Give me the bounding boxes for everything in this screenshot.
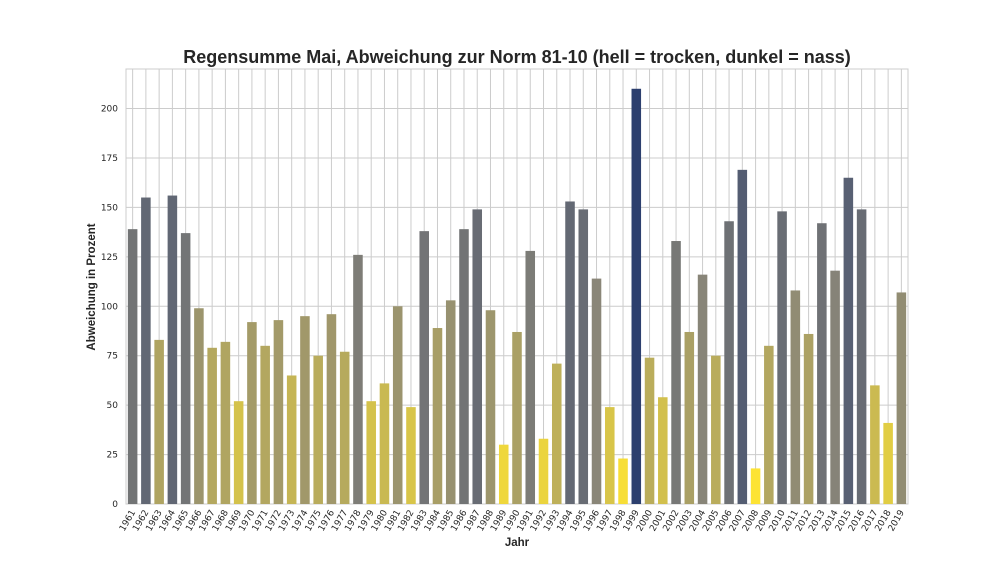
bar-2010 [777,211,787,504]
bar-1980 [379,383,390,504]
bar-1963 [154,339,164,504]
bar-1987 [472,209,483,505]
y-axis-label: Abweichung in Prozent [86,223,98,350]
bar-2009 [764,345,774,504]
bar-1976 [326,314,337,504]
bar-2002 [671,241,681,505]
bar-1969 [233,401,244,504]
bar-1971 [260,345,270,504]
bar-1981 [392,306,403,504]
bar-2000 [644,357,655,504]
bar-1996 [591,278,602,504]
bar-2014 [830,270,840,504]
bar-1990 [512,331,522,504]
bar-1974 [300,316,310,504]
bar-1989 [498,444,509,504]
bar-1998 [618,458,628,504]
bar-2007 [737,169,748,504]
bar-1966 [194,308,204,504]
bar-1984 [432,328,443,504]
bar-1967 [207,347,217,504]
bar-1968 [220,341,231,504]
y-tick-label: 200 [101,105,118,115]
bars [127,88,907,505]
chart-title: Regensumme Mai, Abweichung zur Norm 81-1… [183,47,851,67]
bar-1978 [353,254,363,504]
y-tick-label: 50 [107,401,119,411]
bar-1982 [406,407,416,504]
bar-2008 [750,468,761,504]
bar-1973 [286,375,297,504]
bar-2003 [684,331,695,504]
bar-1999 [631,88,642,504]
bar-2001 [658,397,668,504]
y-tick-label: 0 [112,500,118,510]
y-tick-label: 175 [101,154,118,164]
bar-1985 [445,300,456,504]
bar-1992 [538,438,549,504]
bar-2018 [883,422,893,504]
bar-1993 [551,363,562,504]
bar-2011 [790,290,801,504]
bar-1964 [167,195,178,504]
bar-2017 [870,385,880,504]
bar-1986 [459,229,469,504]
bar-2019 [896,292,907,504]
bar-1965 [180,233,191,504]
bar-1970 [247,322,257,504]
y-tick-label: 100 [101,302,118,312]
bar-1975 [313,355,323,504]
bar-1962 [141,197,151,505]
bar-2016 [856,209,867,505]
bar-1979 [366,401,376,504]
bar-1994 [565,201,575,504]
bar-1995 [578,209,589,505]
bar-1977 [339,351,350,504]
y-tick-label: 25 [107,451,118,461]
bar-1997 [605,407,615,504]
bar-2006 [724,221,734,504]
bar-1983 [419,231,429,505]
bar-2012 [803,333,814,504]
bar-2004 [697,274,708,504]
bar-2005 [711,355,721,504]
y-tick-label: 75 [107,352,118,362]
bar-1991 [525,250,536,504]
bar-1988 [485,310,496,504]
bar-1972 [273,320,284,504]
y-tick-labels: 0 25 50 75 100 125 150 175 200 [101,105,118,510]
y-tick-label: 150 [101,203,118,213]
x-axis-label: Jahr [505,537,530,549]
bar-2013 [817,223,827,504]
bar-2015 [843,177,854,504]
bar-1961 [127,229,138,504]
y-tick-label: 125 [101,253,118,263]
x-tick-labels: 1961196219631964196519661967196819691970… [118,508,907,533]
